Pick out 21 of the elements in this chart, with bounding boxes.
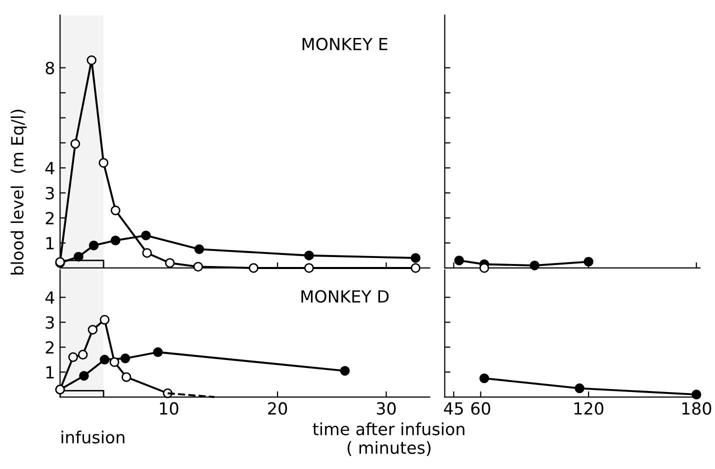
x-tick-label: 180 <box>682 402 712 415</box>
y-axis-title: blood level (m Eq/l) <box>10 110 27 274</box>
y-tick-label: 1 <box>46 237 54 250</box>
x-tick-label: 120 <box>574 402 604 415</box>
band-label: infusion <box>62 430 124 444</box>
y-tick-label: 4 <box>45 162 54 174</box>
x-tick-label: 30 <box>376 402 396 415</box>
x-tick-label: 45 <box>444 402 463 415</box>
y-tick-label: 3 <box>46 186 54 200</box>
text: MONKEY E <box>302 38 388 50</box>
y-tick-label: 1 <box>46 366 54 378</box>
x-axis-title: time after infusion ( minutes) <box>312 422 464 456</box>
x-tick-label: 10 <box>160 402 178 415</box>
x-tick-label: 20 <box>268 402 287 415</box>
y-tick-label: 4 <box>45 292 54 304</box>
y-tick-label: 3 <box>46 316 54 329</box>
y-tick-label: 8 <box>46 62 54 74</box>
text: MONKEY D <box>301 290 389 303</box>
y-tick-label: 2 <box>46 212 54 224</box>
y-tick-label: 2 <box>46 341 54 354</box>
x-tick-label: 60 <box>471 402 490 415</box>
